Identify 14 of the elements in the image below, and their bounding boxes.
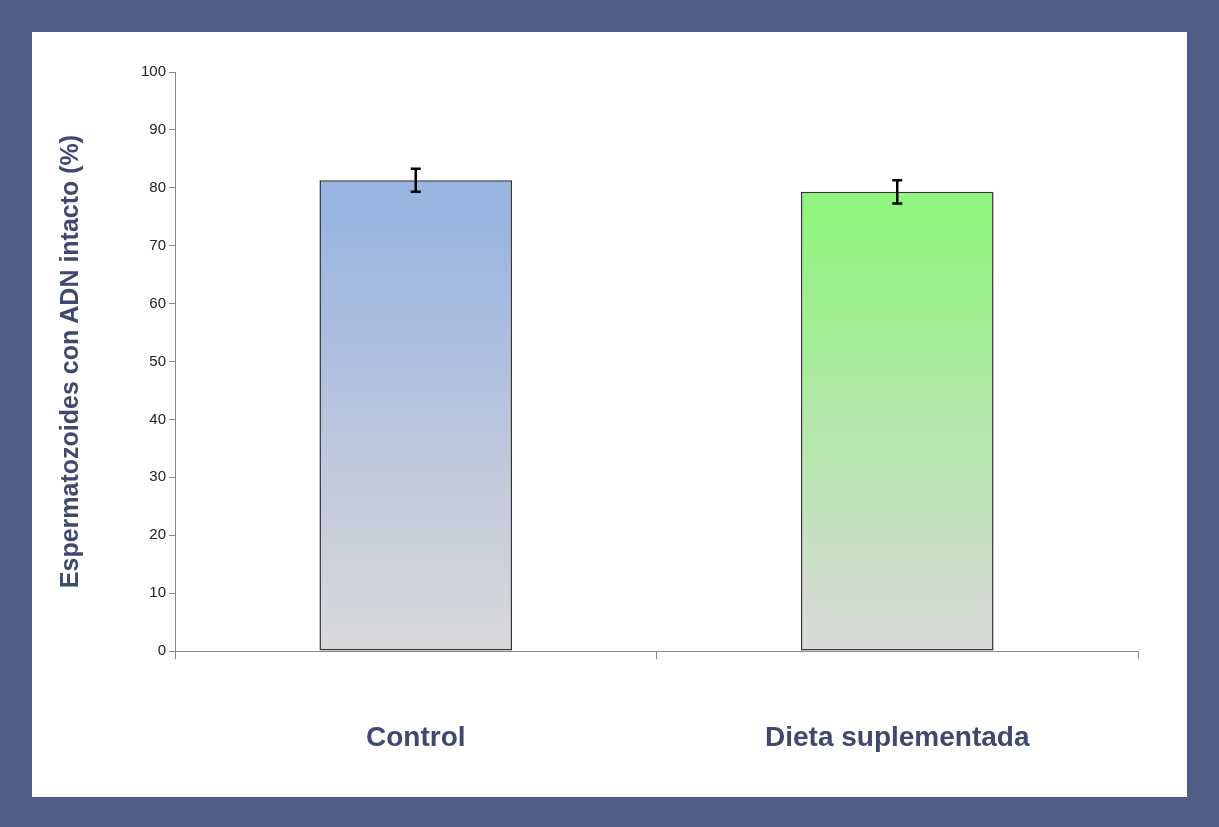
y-tick-label: 30 [149,467,166,485]
y-tick-label: 90 [149,120,166,138]
y-tick-label: 50 [149,351,166,369]
y-tick-label: 20 [149,525,166,543]
y-tick-label: 0 [157,641,166,659]
x-tick-label: Control [365,720,466,752]
y-axis-title: Espermatozoides con ADN intacto (%) [54,134,83,589]
y-tick-label: 10 [149,583,166,601]
x-tick-label: Dieta suplementada [764,720,1030,752]
y-tick-label: 80 [149,177,166,195]
y-tick-label: 70 [149,235,166,253]
y-tick-label: 40 [149,409,166,427]
y-tick-label: 60 [149,293,166,311]
y-tick-label: 100 [140,62,166,80]
